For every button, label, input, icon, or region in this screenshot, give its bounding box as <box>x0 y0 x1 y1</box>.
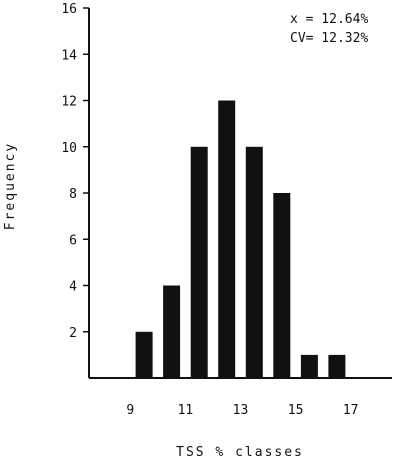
y-tick-label: 4 <box>69 280 77 295</box>
bar <box>163 285 181 378</box>
bar <box>245 146 263 379</box>
x-tick-label: 17 <box>343 403 359 418</box>
bar <box>273 193 291 378</box>
x-axis-label: TSS % classes <box>176 445 304 458</box>
bar <box>190 146 208 379</box>
ticks: 2 4 6 8 10 12 14 16 9 11 13 15 17 <box>61 2 358 418</box>
y-tick-label: 10 <box>61 141 77 156</box>
y-tick-label: 8 <box>69 187 77 202</box>
y-tick-label: 6 <box>69 233 77 248</box>
annotation-mean: x = 12.64% <box>290 12 368 27</box>
axes <box>88 8 392 379</box>
y-tick-label: 2 <box>69 326 77 341</box>
annotation-cv: CV= 12.32% <box>290 31 368 46</box>
y-tick-label: 14 <box>61 48 77 63</box>
bars <box>135 100 346 379</box>
x-tick-label: 15 <box>288 403 304 418</box>
bar <box>135 331 153 379</box>
y-axis-label: Frequency <box>3 142 18 230</box>
y-tick-label: 12 <box>61 95 77 110</box>
bar <box>328 354 346 378</box>
y-tick-label: 16 <box>61 2 77 17</box>
x-tick-label: 11 <box>178 403 194 418</box>
bar <box>300 354 318 378</box>
x-tick-label: 13 <box>233 403 249 418</box>
bar <box>218 100 236 378</box>
x-tick-label: 9 <box>126 403 134 418</box>
